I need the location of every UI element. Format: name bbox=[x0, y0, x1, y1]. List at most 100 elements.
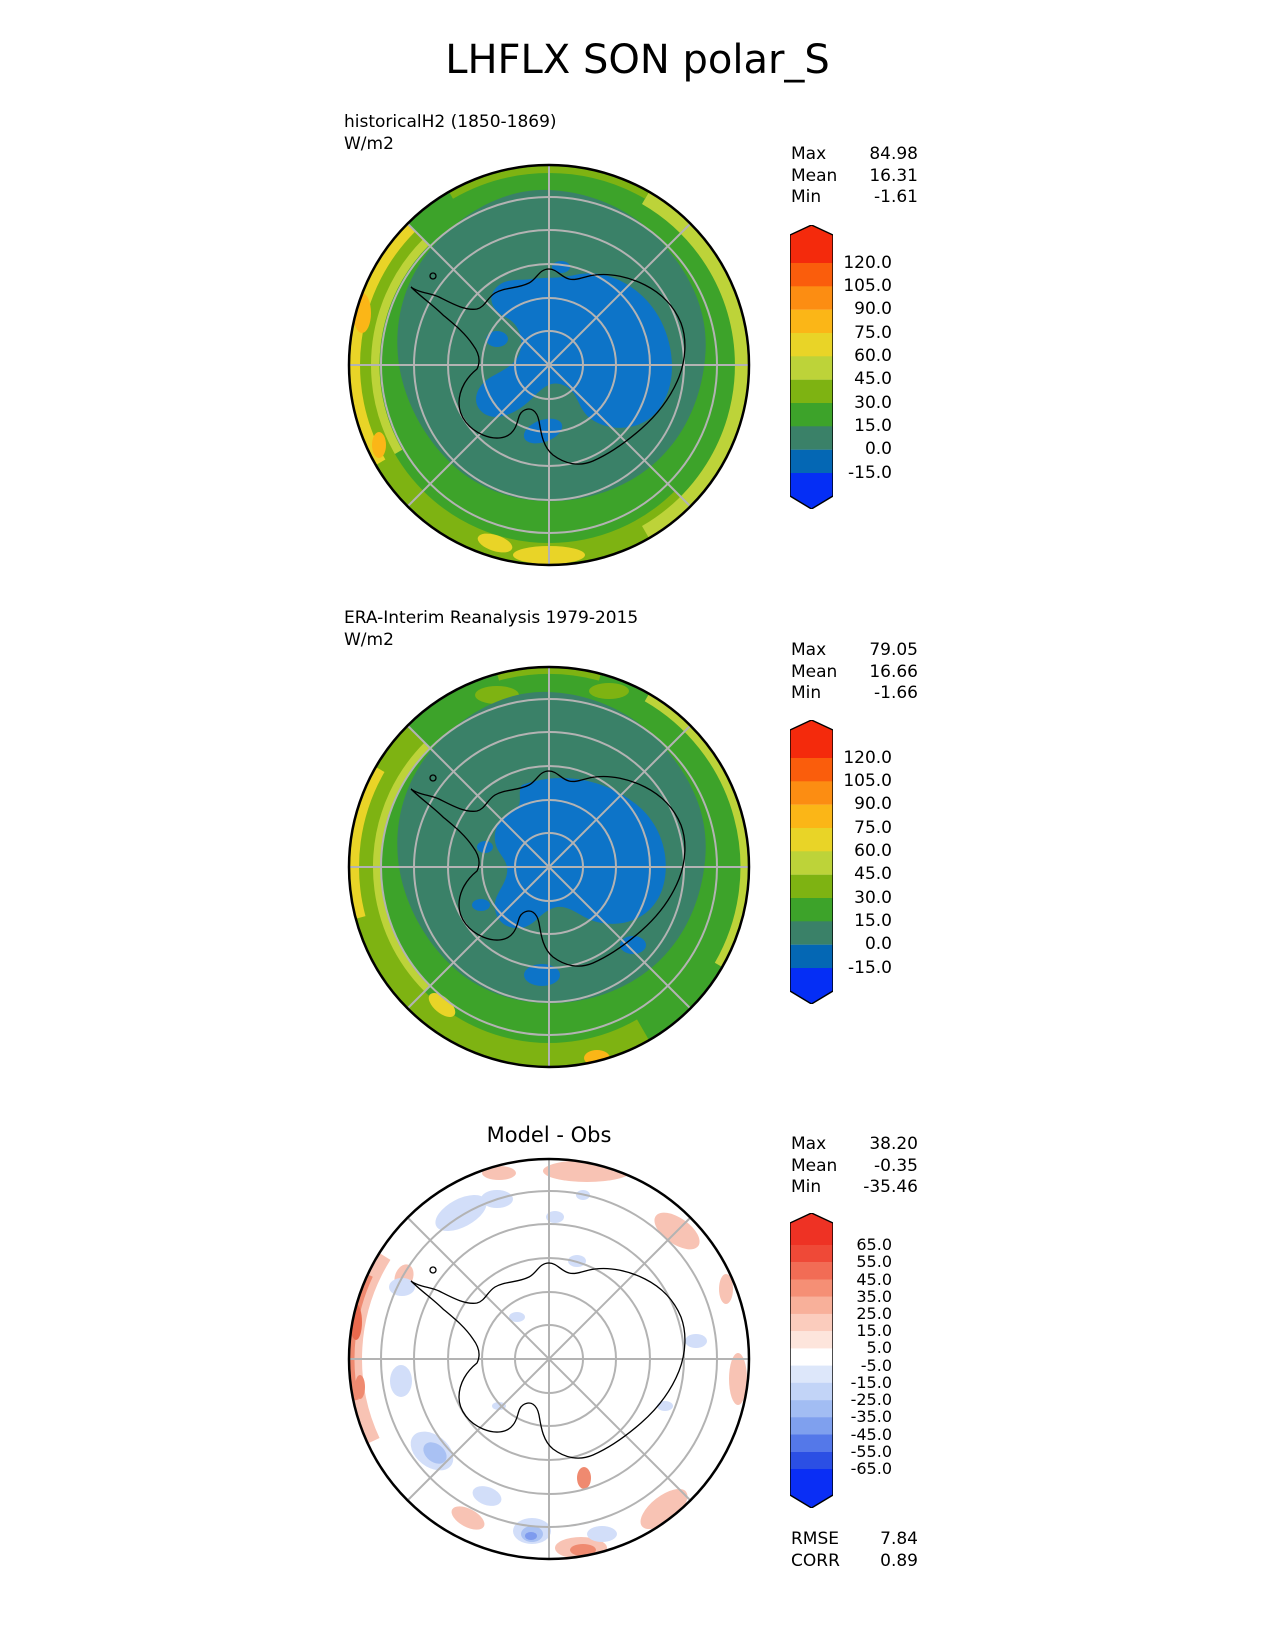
colorbar-tick: 120.0 bbox=[843, 748, 892, 768]
colorbar-tick: 0.0 bbox=[864, 934, 892, 954]
colorbar-arrow-top bbox=[790, 1213, 833, 1245]
coastline bbox=[410, 268, 686, 465]
contour-patch bbox=[524, 964, 560, 986]
contour-patch bbox=[482, 1166, 516, 1180]
colorbar-tick: 90.0 bbox=[854, 299, 892, 319]
stat-label: Mean bbox=[791, 165, 838, 186]
contour-patch bbox=[428, 993, 456, 1017]
stat-label: Mean bbox=[791, 661, 838, 682]
colorbar-segment bbox=[790, 379, 833, 404]
stat-label: Min bbox=[791, 683, 822, 703]
stat-value: 79.05 bbox=[869, 640, 918, 660]
contour-patch bbox=[525, 1532, 537, 1540]
contour-patch bbox=[577, 1467, 591, 1489]
colorbar-segment bbox=[790, 356, 833, 380]
panel1-stats: Max 84.98 Mean 16.31 Min -1.61 bbox=[791, 144, 918, 209]
colorbar-segment bbox=[790, 804, 833, 829]
stat-label: Max bbox=[791, 1134, 827, 1154]
map-boundary bbox=[347, 163, 751, 567]
contour-band bbox=[366, 235, 430, 457]
stat-value: 7.84 bbox=[880, 1529, 918, 1549]
figure-title: LHFLX SON polar_S bbox=[445, 37, 830, 83]
colorbar-arrow-bottom bbox=[790, 473, 833, 509]
colorbar-model bbox=[790, 225, 833, 509]
colorbar-segment bbox=[790, 1434, 833, 1452]
colorbar-tick: 75.0 bbox=[854, 818, 892, 838]
colorbar-segment bbox=[790, 1382, 833, 1401]
colorbar-tick: 30.0 bbox=[854, 393, 892, 413]
colorbar-tick: 15.0 bbox=[856, 1321, 892, 1340]
colorbar-tick: 25.0 bbox=[856, 1304, 892, 1323]
colorbar-tick: -5.0 bbox=[860, 1356, 892, 1375]
colorbar-tick: 45.0 bbox=[856, 1270, 892, 1289]
colorbar-segment bbox=[790, 1348, 833, 1366]
colorbar-tick: 105.0 bbox=[843, 276, 892, 296]
colorbar-tick: 45.0 bbox=[854, 864, 892, 884]
stat-value: -35.46 bbox=[863, 1177, 918, 1197]
stat-row: Mean 16.66 bbox=[791, 662, 918, 684]
panel2-stats: Max 79.05 Mean 16.66 Min -1.66 bbox=[791, 640, 918, 705]
panel1-label: historicalH2 (1850-1869) W/m2 bbox=[344, 111, 557, 155]
stat-row: Min -1.66 bbox=[791, 683, 918, 705]
contour-patch bbox=[546, 1211, 564, 1223]
colorbar-tick: -15.0 bbox=[848, 463, 892, 483]
stat-value: 16.66 bbox=[869, 661, 918, 682]
stat-value: 38.20 bbox=[869, 1134, 918, 1154]
stat-label: Mean bbox=[791, 1155, 838, 1176]
contour-patch bbox=[657, 1401, 673, 1411]
colorbar-segment bbox=[790, 263, 833, 287]
stat-row: Min -35.46 bbox=[791, 1177, 918, 1199]
panel1-title: historicalH2 (1850-1869) bbox=[344, 112, 557, 132]
contour-patch bbox=[355, 1375, 365, 1399]
colorbar-segment bbox=[790, 944, 833, 968]
colorbar-segment bbox=[790, 758, 833, 782]
coastline bbox=[410, 1262, 686, 1459]
contour-patch bbox=[570, 1544, 596, 1556]
contour-patch bbox=[729, 1353, 747, 1405]
contour-patch bbox=[390, 1365, 412, 1397]
contour-patch bbox=[477, 533, 513, 553]
colorbar-tick: -15.0 bbox=[848, 958, 892, 978]
stat-label: RMSE bbox=[791, 1529, 840, 1549]
stat-label: CORR bbox=[791, 1550, 840, 1571]
stat-value: -1.61 bbox=[874, 187, 918, 207]
colorbar-arrow-top bbox=[790, 720, 833, 758]
contour-patch bbox=[509, 1312, 525, 1322]
contour-patch bbox=[589, 683, 629, 699]
map-boundary bbox=[347, 1157, 751, 1561]
colorbar-segment bbox=[790, 1262, 833, 1280]
panel2-units: W/m2 bbox=[344, 630, 394, 650]
stat-row: Max 38.20 bbox=[791, 1134, 918, 1156]
colorbar-tick: 0.0 bbox=[864, 439, 892, 459]
panel3-skill-scores: RMSE 7.84 CORR 0.89 bbox=[791, 1529, 918, 1572]
colorbar-segment bbox=[790, 1417, 833, 1435]
contour-patch bbox=[472, 899, 490, 911]
colorbar-segment bbox=[790, 781, 833, 805]
colorbar-segment bbox=[790, 333, 833, 357]
colorbar-segment bbox=[790, 286, 833, 310]
contour-patch bbox=[486, 331, 508, 347]
colorbar-segment bbox=[790, 1296, 833, 1315]
colorbar-tick: 90.0 bbox=[854, 794, 892, 814]
colorbar-tick: -55.0 bbox=[850, 1442, 892, 1461]
stat-label: Min bbox=[791, 187, 822, 207]
contour-patch bbox=[685, 1334, 707, 1348]
contour-band bbox=[350, 221, 416, 467]
colorbar-segment bbox=[790, 1451, 833, 1469]
colorbar-tick: 35.0 bbox=[856, 1287, 892, 1306]
stat-value: -1.66 bbox=[874, 683, 918, 703]
contour-patch bbox=[372, 432, 386, 458]
stat-label: Max bbox=[791, 144, 827, 164]
colorbar-tick: 55.0 bbox=[856, 1252, 892, 1271]
panel2-title: ERA-Interim Reanalysis 1979-2015 bbox=[344, 608, 639, 628]
stat-value: 0.89 bbox=[880, 1550, 918, 1571]
colorbar-tick: 45.0 bbox=[854, 369, 892, 389]
colorbar-tick: -45.0 bbox=[850, 1425, 892, 1444]
colorbar-tick: 65.0 bbox=[856, 1235, 892, 1254]
colorbar-tick: 60.0 bbox=[854, 841, 892, 861]
colorbar-tick: 120.0 bbox=[843, 253, 892, 273]
colorbar-segment bbox=[790, 309, 833, 334]
stat-value: 84.98 bbox=[869, 144, 918, 164]
colorbar-segment bbox=[790, 898, 833, 922]
